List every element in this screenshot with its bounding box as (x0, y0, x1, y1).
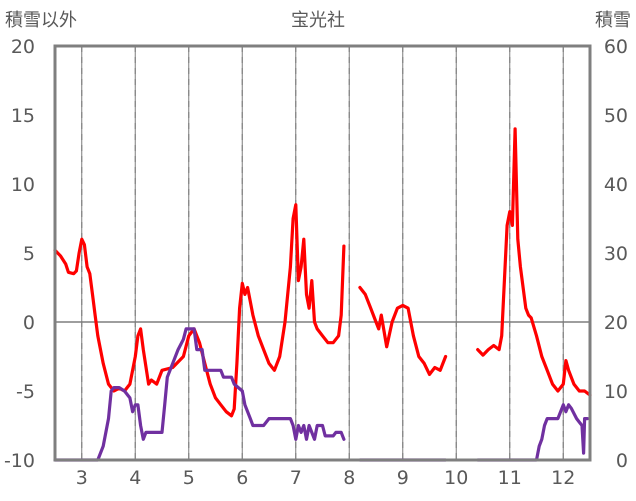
y-left-tick-label: 0 (23, 312, 35, 334)
x-tick-label: 7 (290, 467, 302, 489)
y-left-tick-label: 15 (11, 105, 35, 127)
axes: -10 -5 0 5 10 15 20 0 10 20 30 40 50 60 3 4 5 6 7 8 9 10 11 12 (4, 36, 628, 489)
series-right-line (476, 403, 589, 462)
x-tick-label: 5 (183, 467, 195, 489)
x-tick-label: 6 (236, 467, 248, 489)
y-left-tick-label: 5 (23, 243, 35, 265)
series-left-line (53, 203, 346, 418)
y-left-axis-label: 積雪以外 (5, 10, 77, 31)
x-tick-label: 11 (498, 467, 522, 489)
x-tick-label: 8 (343, 467, 355, 489)
y-left-tick-label: -5 (16, 381, 35, 403)
chart-title: 宝光社 (291, 10, 345, 31)
grid (55, 46, 590, 460)
plot-frame (53, 44, 592, 462)
y-right-tick-label: 20 (604, 312, 628, 334)
y-right-tick-label: 60 (604, 36, 628, 58)
y-right-axis-label: 積雪 (595, 10, 631, 31)
y-left-tick-label: -10 (4, 450, 35, 472)
y-right-tick-label: 40 (604, 174, 628, 196)
series-right-line (53, 327, 346, 462)
x-tick-label: 12 (551, 467, 575, 489)
y-right-tick-label: 0 (616, 450, 628, 472)
y-left-tick-label: 10 (11, 174, 35, 196)
x-tick-label: 10 (444, 467, 468, 489)
y-right-tick-label: 10 (604, 381, 628, 403)
y-right-tick-label: 30 (604, 243, 628, 265)
x-tick-label: 4 (129, 467, 141, 489)
y-right-tick-label: 50 (604, 105, 628, 127)
series-left-line (358, 285, 448, 376)
x-tick-label: 9 (397, 467, 409, 489)
x-tick-label: 3 (76, 467, 88, 489)
series-left-line (476, 127, 592, 397)
y-left-tick-label: 20 (11, 36, 35, 58)
